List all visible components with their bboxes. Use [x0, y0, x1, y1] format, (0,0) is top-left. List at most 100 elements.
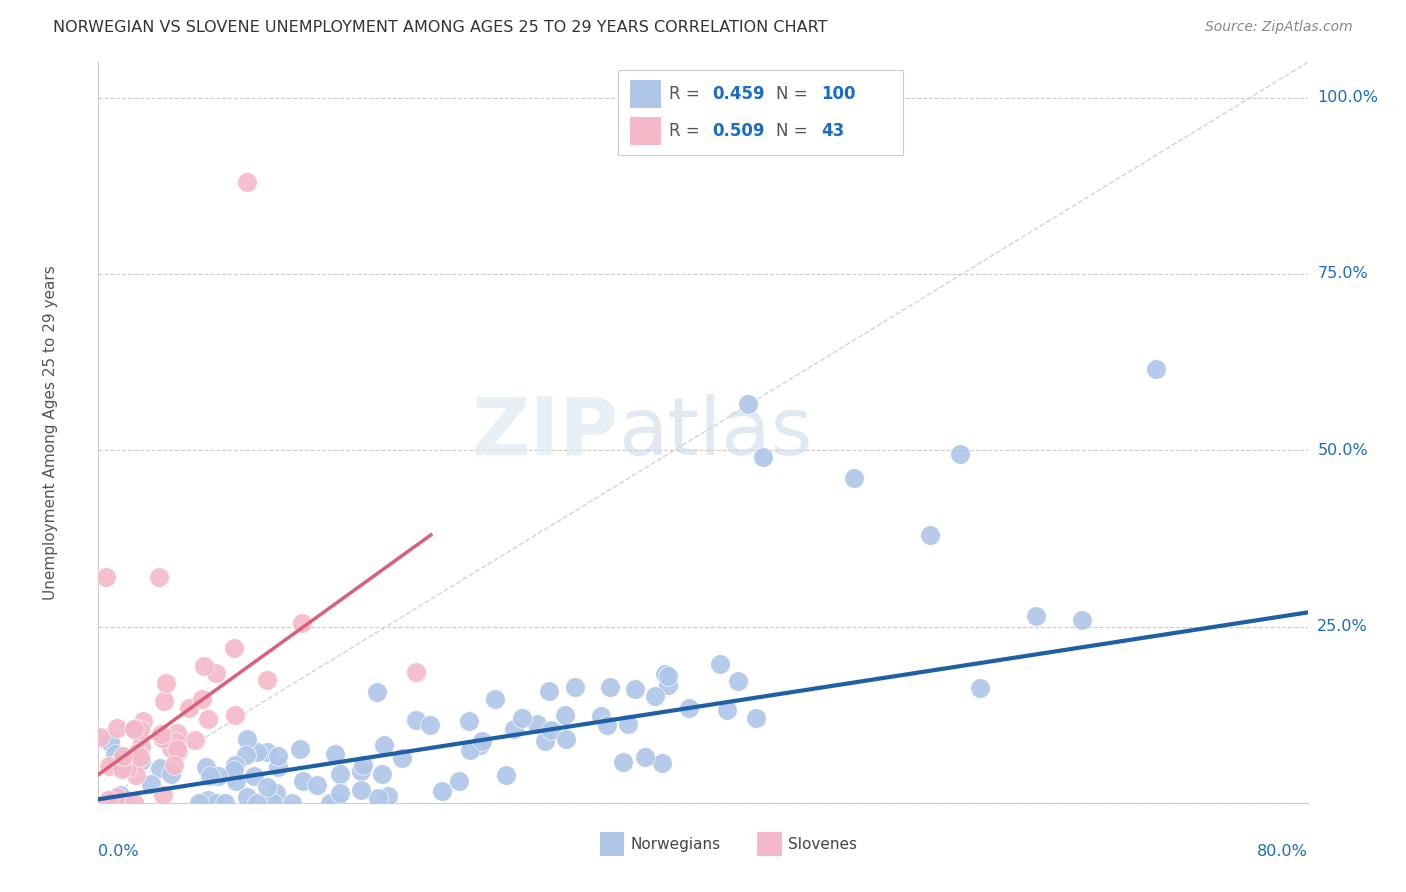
- Point: [108, 788, 131, 802]
- Point: [112, 796, 135, 810]
- Text: 0.459: 0.459: [713, 85, 765, 103]
- Text: atlas: atlas: [619, 393, 813, 472]
- Point: [94, 570, 117, 584]
- Point: [305, 778, 328, 792]
- Point: [432, 784, 454, 798]
- Point: [502, 722, 524, 736]
- Point: [155, 676, 177, 690]
- Point: [540, 723, 562, 738]
- Point: [105, 789, 128, 804]
- Point: [159, 740, 181, 755]
- Point: [457, 714, 479, 728]
- Point: [205, 665, 228, 680]
- Point: [193, 658, 215, 673]
- Text: 0.509: 0.509: [713, 121, 765, 139]
- Point: [110, 762, 132, 776]
- Point: [554, 707, 576, 722]
- Point: [222, 641, 245, 656]
- Text: Source: ZipAtlas.com: Source: ZipAtlas.com: [1205, 20, 1353, 34]
- Point: [191, 691, 214, 706]
- Point: [187, 796, 209, 810]
- Point: [205, 796, 228, 810]
- Point: [291, 615, 314, 630]
- Point: [716, 703, 738, 717]
- Point: [160, 767, 183, 781]
- Point: [405, 665, 427, 680]
- Point: [644, 689, 666, 703]
- Point: [235, 731, 257, 746]
- Point: [149, 761, 172, 775]
- Text: R =: R =: [669, 85, 706, 103]
- Point: [163, 758, 186, 772]
- Text: Unemployment Among Ages 25 to 29 years: Unemployment Among Ages 25 to 29 years: [42, 265, 58, 600]
- Point: [325, 795, 347, 809]
- Point: [105, 721, 128, 735]
- Point: [256, 745, 278, 759]
- Point: [103, 793, 125, 807]
- Point: [264, 786, 287, 800]
- Point: [1024, 609, 1046, 624]
- Point: [224, 757, 246, 772]
- Point: [195, 759, 218, 773]
- Point: [471, 734, 494, 748]
- Point: [115, 761, 138, 775]
- Point: [267, 760, 290, 774]
- Text: 43: 43: [821, 121, 845, 139]
- Bar: [630, 117, 661, 145]
- Point: [224, 708, 246, 723]
- Point: [98, 735, 121, 749]
- Point: [235, 175, 257, 189]
- Point: [537, 684, 560, 698]
- Point: [97, 793, 120, 807]
- Point: [727, 673, 749, 688]
- Point: [617, 717, 640, 731]
- Point: [624, 681, 647, 696]
- Point: [256, 780, 278, 795]
- Point: [657, 678, 679, 692]
- Point: [198, 769, 221, 783]
- Point: [111, 748, 134, 763]
- Point: [246, 796, 269, 810]
- Point: [104, 795, 127, 809]
- Point: [949, 447, 972, 461]
- Point: [89, 731, 111, 745]
- Point: [150, 731, 173, 746]
- Text: ZIP: ZIP: [471, 393, 619, 472]
- Text: N =: N =: [776, 121, 813, 139]
- Point: [281, 796, 304, 810]
- Point: [256, 673, 278, 688]
- Point: [969, 681, 991, 695]
- Point: [124, 723, 146, 737]
- Point: [243, 769, 266, 783]
- Text: 100.0%: 100.0%: [1317, 90, 1378, 105]
- Point: [179, 701, 201, 715]
- Point: [1144, 362, 1167, 376]
- Point: [104, 747, 127, 762]
- Point: [235, 748, 257, 763]
- Point: [167, 744, 190, 758]
- Point: [458, 743, 481, 757]
- Point: [526, 717, 548, 731]
- Point: [150, 727, 173, 741]
- Bar: [600, 832, 624, 856]
- Point: [290, 741, 312, 756]
- Text: 80.0%: 80.0%: [1257, 844, 1308, 858]
- Point: [124, 722, 146, 736]
- Text: NORWEGIAN VS SLOVENE UNEMPLOYMENT AMONG AGES 25 TO 29 YEARS CORRELATION CHART: NORWEGIAN VS SLOVENE UNEMPLOYMENT AMONG …: [53, 20, 828, 35]
- Point: [564, 680, 586, 694]
- Point: [391, 750, 413, 764]
- Point: [97, 758, 120, 772]
- Point: [405, 713, 427, 727]
- Text: 100: 100: [821, 85, 856, 103]
- Point: [555, 731, 578, 746]
- Point: [104, 796, 127, 810]
- Point: [131, 739, 153, 753]
- Point: [166, 725, 188, 739]
- Point: [197, 796, 219, 810]
- Point: [128, 723, 150, 737]
- Point: [709, 657, 731, 672]
- Point: [350, 782, 373, 797]
- Point: [495, 768, 517, 782]
- Point: [1070, 613, 1092, 627]
- Point: [678, 700, 700, 714]
